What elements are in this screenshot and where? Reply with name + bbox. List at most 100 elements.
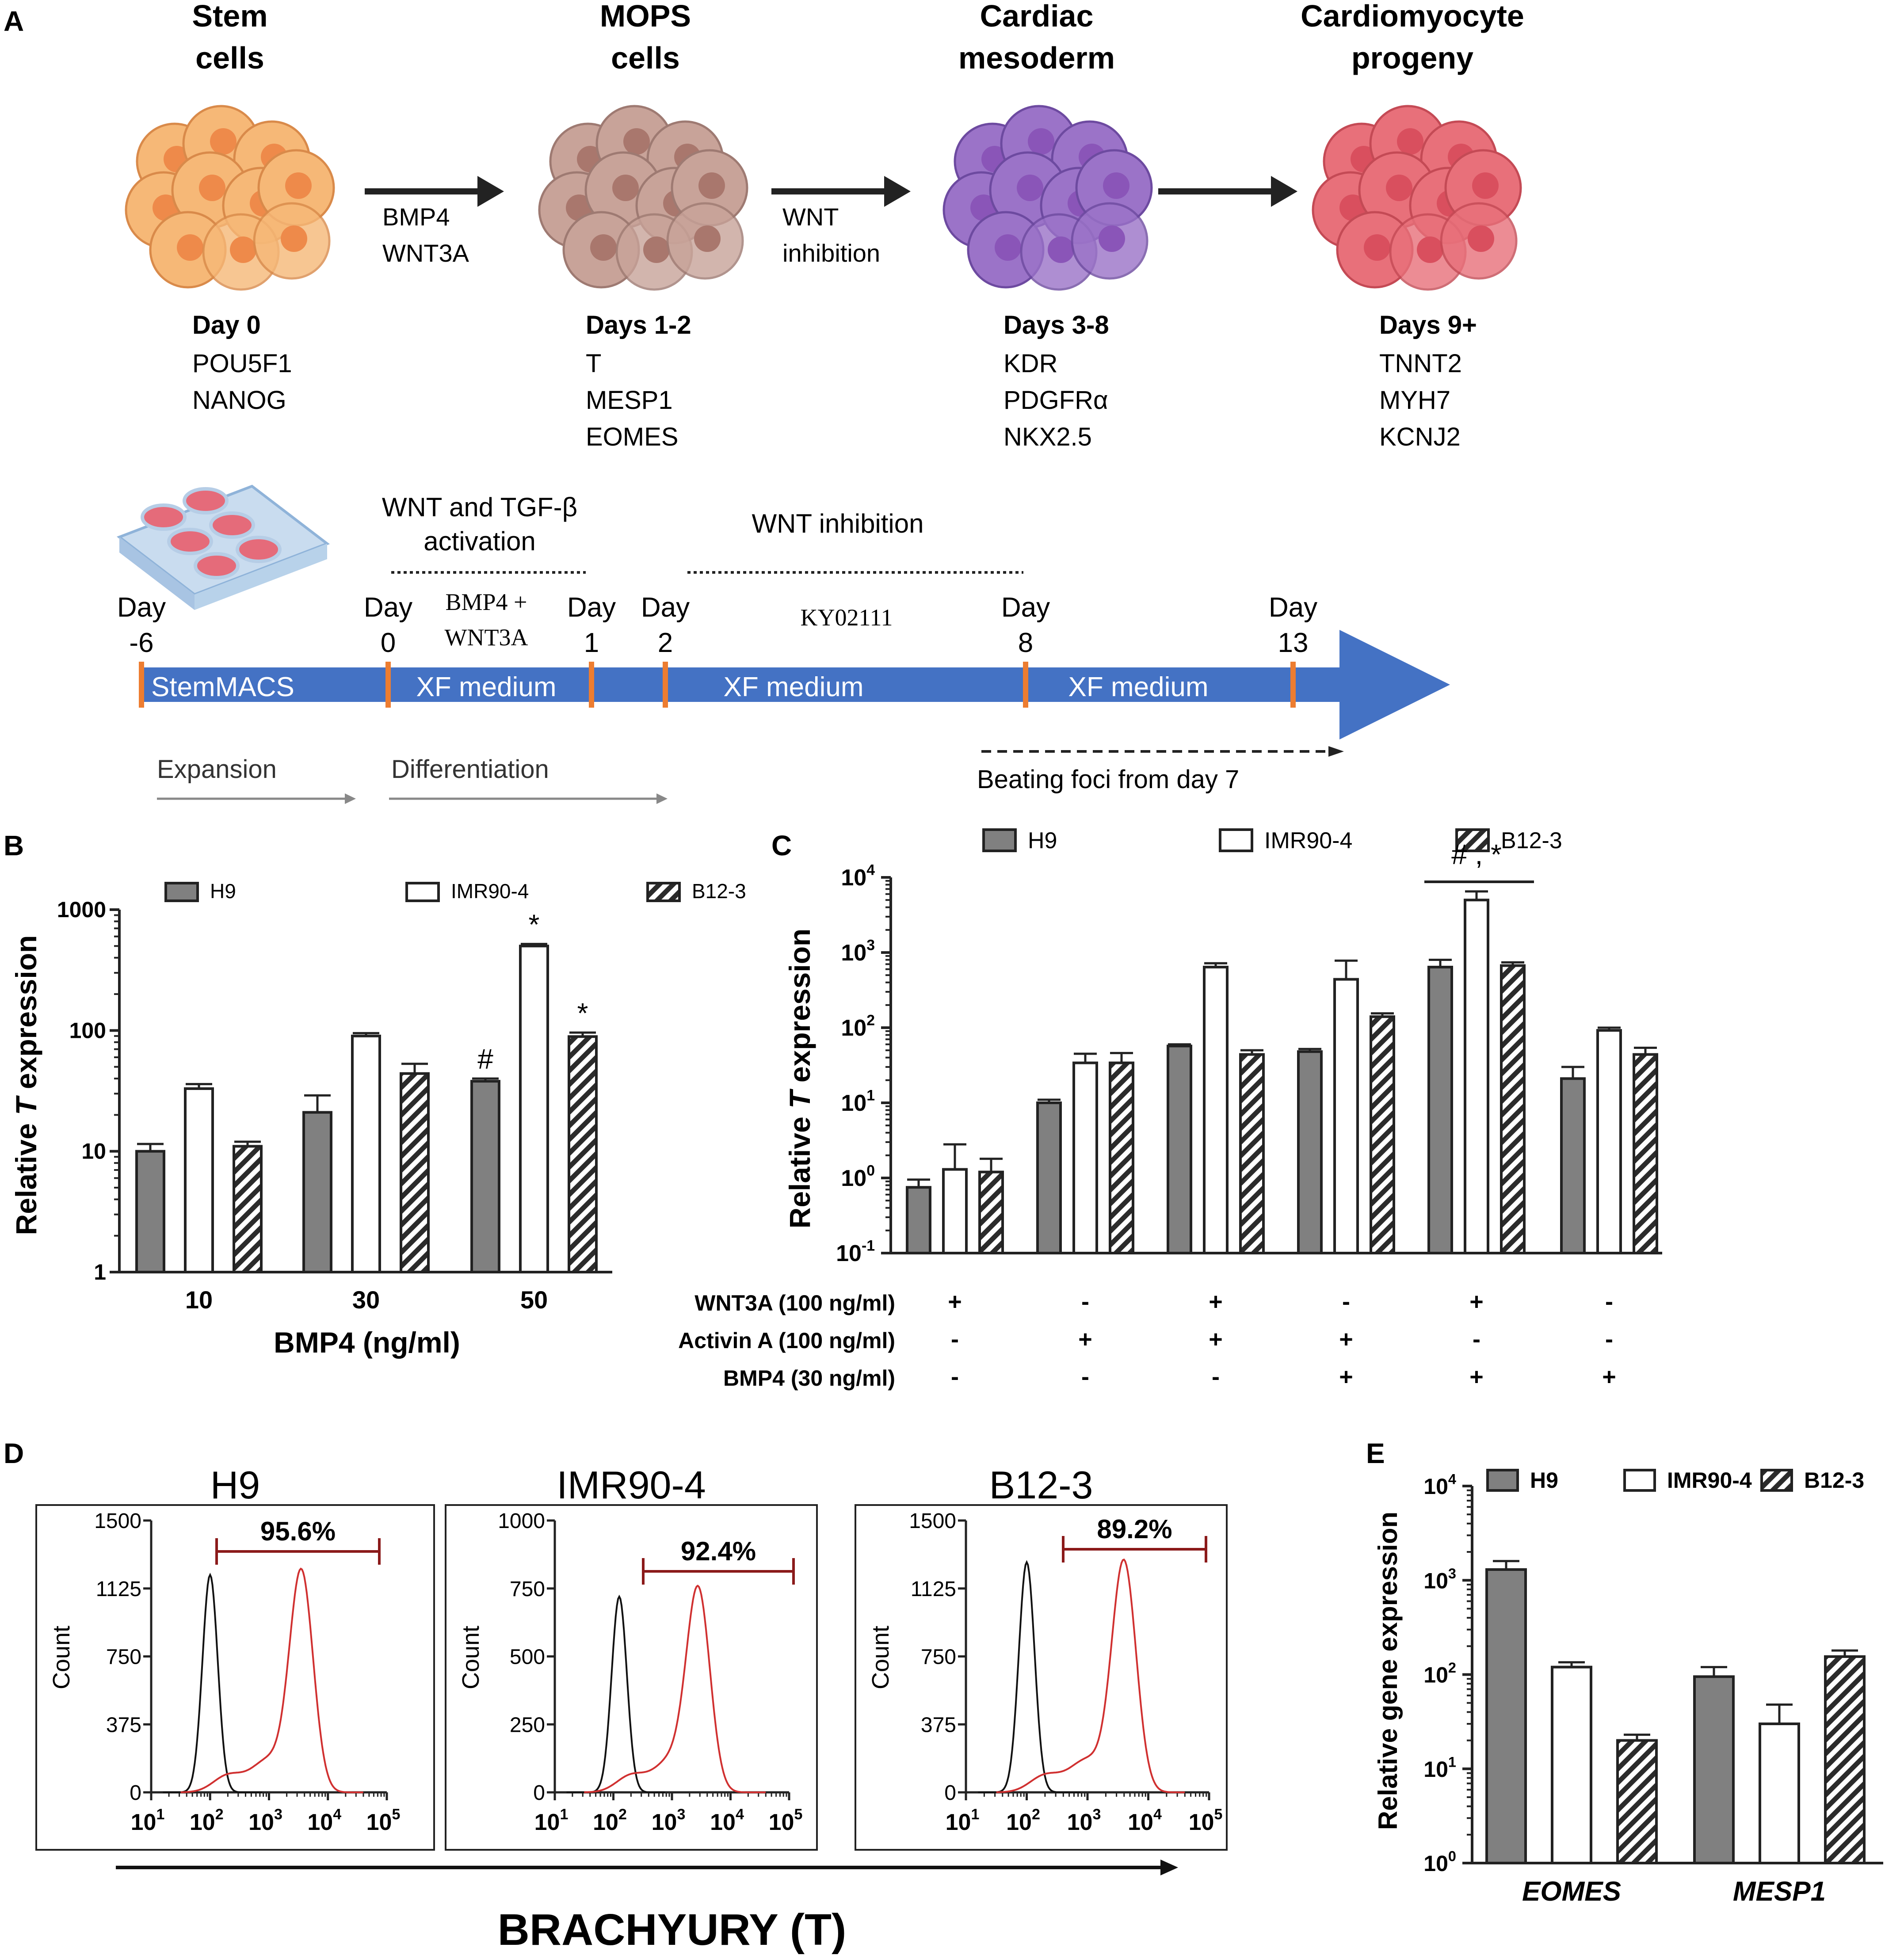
panel-d: D BRACHYURY (T) H9037575011251500Count10… <box>4 1437 1228 1955</box>
x-tick-base: 10 <box>131 1810 156 1835</box>
stage-marker: NANOG <box>192 386 286 415</box>
x-tick-exp: 3 <box>274 1806 282 1823</box>
significance-mark: * <box>529 909 540 941</box>
y-axis-label: Count <box>867 1626 894 1689</box>
timeline-tick-day: Day <box>117 592 166 623</box>
x-tick-label: 30 <box>352 1286 380 1314</box>
stage-marker: KDR <box>1004 349 1057 378</box>
cell-nucleus <box>230 236 256 263</box>
condition-sign: - <box>1605 1288 1613 1315</box>
y-tick-label: 100 <box>841 1162 875 1191</box>
timeline-tick-day: Day <box>1269 592 1317 623</box>
cell-cluster-4 <box>1312 105 1522 291</box>
timeline-ticks: Day -6 Day 0 Day 1 Day 2 Day 8 Day 13 <box>117 592 1317 708</box>
stage-marker: TNNT2 <box>1379 349 1462 378</box>
legend-label-3: B12-3 <box>1501 828 1562 854</box>
condition-sign: + <box>1078 1326 1092 1353</box>
timeline-tick <box>663 662 668 708</box>
y-axis-label: Relative T expression <box>10 935 42 1235</box>
condition-sign: + <box>1469 1364 1484 1390</box>
condition-sign: - <box>1081 1364 1089 1390</box>
y-tick-label: 0 <box>130 1781 141 1805</box>
y-axis-label: Count <box>458 1626 484 1689</box>
condition-sign: - <box>1081 1288 1089 1315</box>
y-tick-label: 101 <box>841 1087 875 1116</box>
stage-marker: NKX2.5 <box>1004 423 1092 451</box>
panel-letter-b: B <box>4 830 24 861</box>
timeline-tick-day: Day <box>364 592 412 623</box>
bar-b12-3-condition-3 <box>1239 1053 1265 1254</box>
cell-nucleus <box>1099 225 1125 252</box>
stage-day-1: Day 0 <box>192 311 261 339</box>
y-tick-label: 10-1 <box>836 1238 875 1266</box>
x-tick-base: 10 <box>307 1810 333 1835</box>
y-tick-label-base: 10 <box>841 1166 866 1191</box>
x-tick-base: 10 <box>534 1810 560 1835</box>
timeline-bar <box>141 667 1344 702</box>
bar-h9-condition-2 <box>1036 1101 1062 1254</box>
x-tick-exp: 4 <box>333 1806 341 1823</box>
y-tick-label-exp: 4 <box>866 862 875 879</box>
stage-3: Cardiac mesoderm Days 3-8 KDR PDGFRα NKX2.5 <box>942 0 1153 451</box>
legend-swatch-1 <box>164 882 199 902</box>
bar-b12-3-30 <box>400 1072 430 1273</box>
legend-label-3: B12-3 <box>692 880 746 903</box>
cell-nucleus <box>1048 236 1074 263</box>
bar-imr90-4-condition-5 <box>1464 899 1489 1254</box>
compound-label-1: BMP4 + <box>445 589 527 615</box>
y-tick-label: 104 <box>841 862 875 891</box>
timeline-tick-day: Day <box>1001 592 1050 623</box>
condition-label: Activin A (100 ng/ml) <box>678 1328 895 1353</box>
arrow-2-label-2: inhibition <box>782 239 880 267</box>
stage-marker: MESP1 <box>586 386 673 415</box>
compound-label-2: WNT3A <box>445 624 528 651</box>
x-tick-label: 105 <box>769 1806 803 1835</box>
timeline-segment-label: StemMACS <box>151 672 294 702</box>
cell-nucleus <box>698 172 725 199</box>
bar-imr90-4-eomes <box>1551 1665 1592 1864</box>
histogram-frame <box>445 1504 818 1851</box>
histogram-title: H9 <box>210 1463 260 1507</box>
bar-imr90-4-condition-6 <box>1596 1029 1622 1254</box>
bar-b12-3-condition-1 <box>978 1170 1004 1255</box>
panel-letter-c: C <box>771 830 792 861</box>
cell-nucleus <box>623 128 650 155</box>
stage-marker: MYH7 <box>1379 386 1450 415</box>
y-tick-label: 375 <box>106 1713 141 1737</box>
y-tick-label-base: 10 <box>1423 1851 1448 1876</box>
legend-swatch-1 <box>982 828 1017 852</box>
condition-sign: + <box>1209 1288 1223 1315</box>
gate-percent: 89.2% <box>1097 1514 1172 1544</box>
x-tick-exp: 1 <box>156 1806 164 1823</box>
x-tick-label: 105 <box>366 1806 401 1835</box>
y-tick-label-base: 10 <box>1423 1474 1448 1499</box>
stage-title-3-line-2: mesoderm <box>958 41 1115 75</box>
y-axis-label: Relative gene expression <box>1373 1512 1403 1830</box>
x-tick-exp: 1 <box>560 1806 568 1823</box>
x-tick-exp: 5 <box>392 1806 400 1823</box>
x-tick-label: 101 <box>946 1806 980 1835</box>
x-tick-exp: 4 <box>736 1806 744 1823</box>
stage-title-3-line-1: Cardiac <box>980 0 1094 33</box>
condition-label: BMP4 (30 ng/ml) <box>723 1366 895 1391</box>
bar-h9-50 <box>470 1080 500 1273</box>
cell-nucleus <box>1103 172 1129 199</box>
stage-day-3: Days 3-8 <box>1004 311 1109 339</box>
bar-b12-3-condition-6 <box>1633 1053 1658 1254</box>
significance-mark: * <box>577 997 588 1029</box>
timeline-tick-num: 13 <box>1278 628 1309 658</box>
timeline-tick <box>589 662 594 708</box>
y-tick-label-base: 10 <box>1423 1663 1448 1688</box>
panel-letter-a: A <box>4 5 24 37</box>
bar-imr90-4-condition-4 <box>1333 978 1359 1254</box>
condition-sign: + <box>948 1288 962 1315</box>
legend-label-1: H9 <box>210 880 236 903</box>
y-tick-label-exp: 2 <box>1448 1660 1456 1676</box>
timeline-tick <box>1290 662 1296 708</box>
y-tick-label: 103 <box>1423 1566 1456 1593</box>
cell-nucleus <box>1028 128 1054 155</box>
x-tick-label: 104 <box>710 1806 744 1835</box>
bar-b12-3-mesp1 <box>1824 1655 1866 1865</box>
